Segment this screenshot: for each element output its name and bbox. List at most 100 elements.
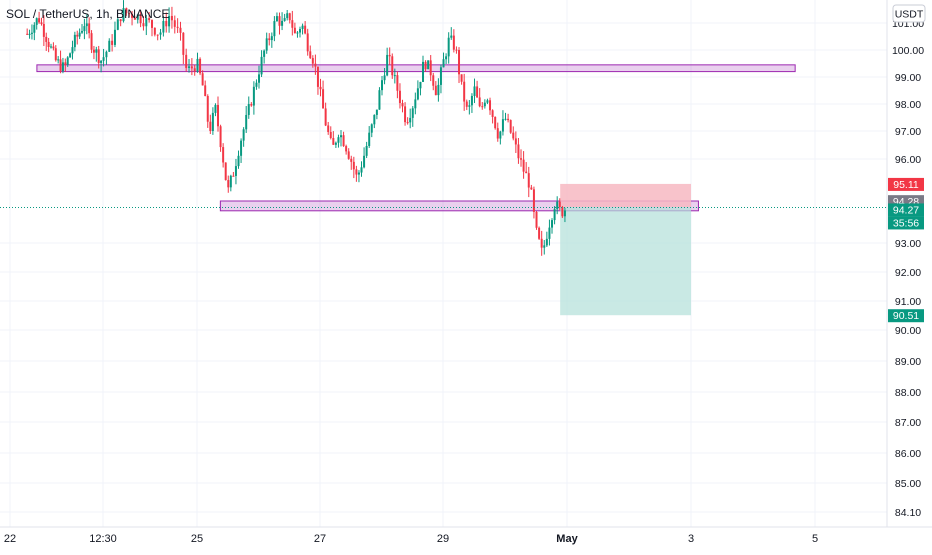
candle-body — [176, 26, 179, 28]
price-axis-labels[interactable]: 101.00100.0099.0098.0097.0096.0093.0092.… — [892, 18, 924, 519]
candle-body — [122, 8, 125, 22]
candle-body — [281, 20, 284, 26]
candle-body — [522, 159, 525, 172]
time-tick-label: 27 — [314, 533, 326, 545]
currency-label: USDT — [895, 9, 924, 21]
candle-body — [136, 14, 139, 20]
price-tick-label: 84.10 — [895, 507, 921, 519]
currency-button[interactable]: USDT — [892, 4, 926, 23]
candle-body — [42, 23, 45, 37]
candle-body — [206, 95, 209, 122]
candle-body — [78, 32, 81, 37]
price-badge-bg — [888, 216, 924, 230]
candle-body — [66, 57, 69, 65]
candle-body — [437, 84, 440, 96]
candle-body — [286, 13, 289, 19]
candle-body — [507, 118, 510, 121]
candle-body — [81, 31, 84, 33]
candle-body — [188, 66, 191, 68]
stop-loss-area[interactable] — [560, 183, 691, 208]
candle-body — [250, 104, 253, 106]
candle-body — [217, 104, 220, 127]
price-tick-label: 85.00 — [895, 478, 921, 490]
candle-body — [360, 167, 363, 173]
price-tick-label: 87.00 — [895, 417, 921, 429]
price-badge-label: 94.27 — [893, 204, 919, 216]
candle-body — [494, 116, 497, 129]
candle-body — [465, 101, 468, 107]
candle-body — [345, 146, 348, 152]
candle-body — [145, 18, 148, 27]
price-badge: 95.11 — [888, 177, 924, 191]
price-tick-label: 100.00 — [892, 45, 924, 57]
price-badge-bg — [888, 203, 924, 217]
horizontal-zones — [36, 64, 796, 212]
candle-body — [551, 220, 554, 228]
candle-body — [409, 117, 412, 123]
time-axis-labels[interactable]: 22 12:30 25 27 29 May 3 5 — [4, 533, 818, 545]
time-tick-label: 22 — [4, 533, 16, 545]
resistance-zone[interactable] — [36, 64, 796, 73]
candle-body — [337, 137, 340, 143]
candle-body — [473, 86, 476, 96]
candle-body — [458, 50, 461, 75]
price-badge-label: 95.11 — [893, 179, 919, 191]
candle-body — [265, 38, 268, 51]
candle-body — [237, 155, 240, 167]
price-badge: 94.27 — [888, 203, 924, 217]
candle-body — [30, 32, 33, 34]
candle-body — [57, 59, 60, 61]
candle-body — [268, 38, 271, 41]
candle-body — [165, 20, 168, 27]
candle-body — [153, 27, 156, 35]
candle-body — [530, 187, 533, 190]
candle-body — [563, 210, 566, 217]
candle-body — [219, 126, 222, 148]
support-zone[interactable] — [219, 200, 699, 212]
candle-body — [504, 118, 507, 120]
candle-body — [481, 106, 484, 108]
candle-body — [476, 86, 479, 98]
candle-body — [434, 85, 437, 96]
candle-body — [386, 54, 389, 76]
candle-body — [327, 125, 330, 132]
candle-body — [548, 227, 551, 239]
candle-body — [455, 49, 458, 51]
candle-body — [59, 59, 62, 71]
candle-body — [439, 67, 442, 85]
candle-body — [26, 33, 29, 35]
candle-body — [355, 169, 358, 175]
candle-body — [424, 61, 427, 70]
candle-body — [88, 23, 91, 34]
candle-body — [311, 58, 314, 64]
take-profit-area[interactable] — [560, 207, 691, 316]
candle-body — [350, 158, 353, 162]
candle-body — [33, 24, 36, 33]
price-tick-label: 99.00 — [895, 72, 921, 84]
candle-body — [288, 13, 291, 21]
candle-body — [309, 51, 312, 59]
price-tick-label: 97.00 — [895, 126, 921, 138]
candle-body — [334, 142, 337, 145]
candle-body — [324, 108, 327, 126]
candle-body — [222, 147, 225, 163]
candle-body — [113, 29, 116, 45]
candle-body — [209, 121, 212, 132]
candle-body — [411, 108, 414, 118]
candle-body — [429, 60, 432, 76]
candle-body — [64, 62, 67, 65]
candle-body — [301, 25, 304, 29]
candle-body — [291, 20, 294, 28]
candle-body — [512, 132, 515, 139]
candle-body — [190, 66, 193, 69]
candle-body — [468, 105, 471, 107]
candle-body — [489, 100, 492, 111]
candle-body — [357, 172, 360, 175]
candle-body — [83, 26, 86, 32]
candle-body — [381, 80, 384, 91]
candle-body — [373, 114, 376, 125]
candle-body — [168, 15, 171, 27]
candle-body — [71, 47, 74, 54]
candle-body — [561, 207, 564, 217]
